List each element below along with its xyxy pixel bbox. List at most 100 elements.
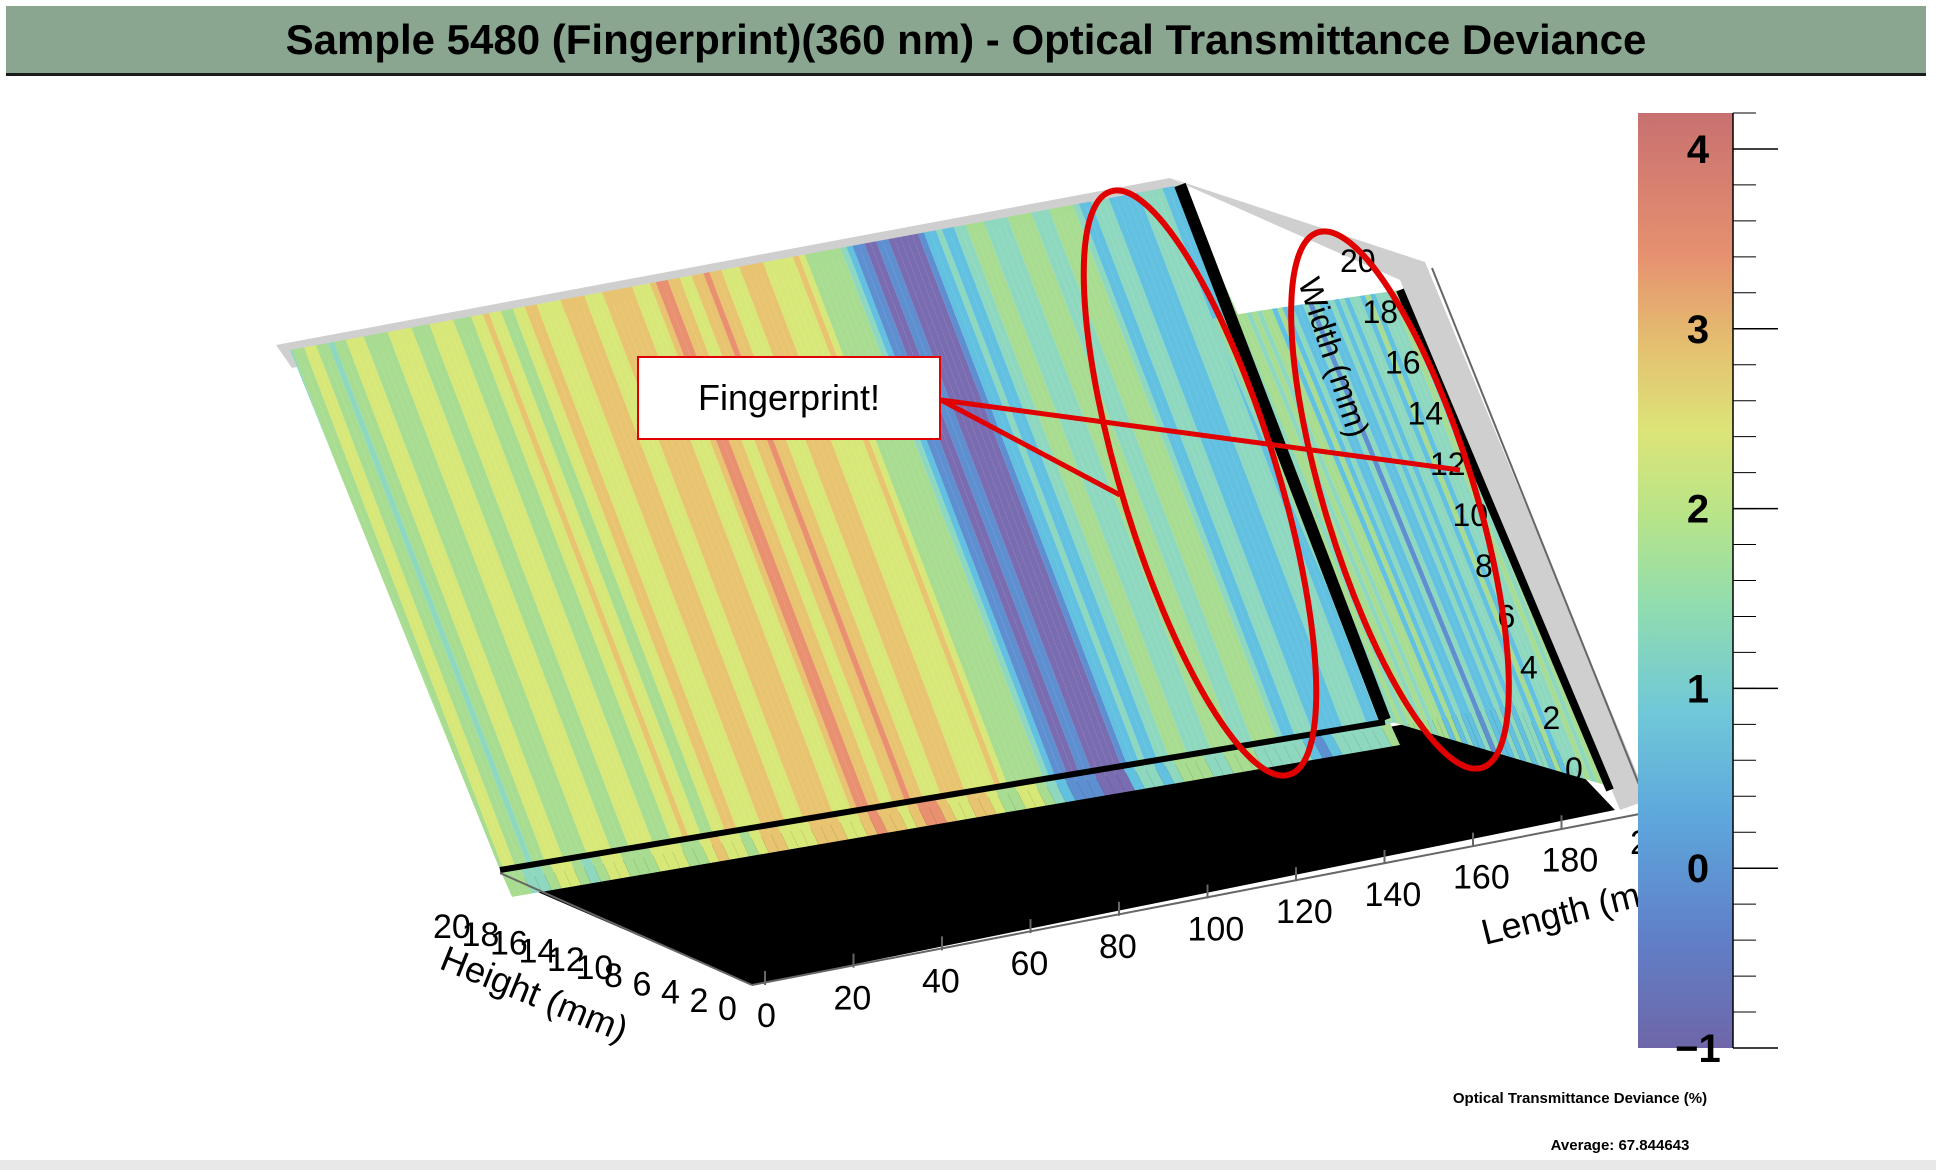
z-tick-label: 14 [1408,395,1444,431]
heatmap-cell [456,293,672,844]
heatmap-cell [717,832,740,860]
heatmap-cell [1271,740,1294,766]
y-tick-label: 4 [661,974,680,1012]
heatmap-cell [559,858,582,887]
y-tick-label: 8 [604,957,623,995]
heatmap-cell [1158,185,1374,727]
heatmap-cell [1281,739,1304,764]
heatmap-cell [1350,727,1373,752]
heatmap-cell [1104,185,1320,736]
heatmap-cell [1134,185,1350,731]
heatmap-cell [300,319,516,870]
colorbar-tick-label: 4 [1687,128,1710,172]
heatmap-cell [964,791,987,818]
heatmap-cell [1073,773,1096,800]
heatmap-cell [697,835,720,864]
heatmap-cell [1182,755,1205,781]
heatmap-cell [1140,185,1356,730]
heatmap-cell [290,321,504,870]
colorbar-tick-label: 1 [1687,667,1709,711]
heatmap-cell [1317,299,1513,765]
heatmap-cell [519,865,542,894]
x-tick-label: 100 [1188,911,1245,949]
heatmap-cell [342,312,558,863]
heatmap-cell [474,290,690,841]
z-tick-label: 8 [1475,548,1493,584]
fingerprint-annotation: Fingerprint! [637,356,941,440]
bottom-strip [0,1160,1936,1170]
heatmap-cell [1128,185,1344,732]
x-tick-label: 80 [1099,928,1137,966]
right-edge [1170,178,1648,810]
heatmap-cell [1310,734,1333,759]
annotation-label: Fingerprint! [697,377,881,418]
fingerprint-ellipse-main [1080,187,1320,779]
plot-floor [510,705,1615,985]
heatmap-cell [1281,306,1472,754]
pointer-line-1 [940,397,1461,473]
heatmap-cell [865,807,888,835]
heatmap-cell [1044,195,1260,746]
heatmap-cell [1343,295,1541,772]
heatmap-cell [1338,296,1536,771]
heatmap-cell [1370,724,1393,749]
heatmap-cell [378,306,594,857]
heatmap-cell [1322,299,1518,766]
heatmap-cell [444,295,660,846]
heatmap-cell [372,307,588,858]
heatmap-cell [678,838,700,867]
colorbar-tick-label: 3 [1687,308,1709,352]
z-tick-label: 4 [1520,649,1538,685]
heatmap-cell [318,316,534,867]
heatmap-cell [1004,785,1027,811]
heatmap-cell [1043,778,1066,805]
heatmap-cell [330,314,546,865]
heatmap-cell [360,309,576,860]
z-axis-line [1431,267,1651,813]
heatmap-cell [757,825,779,854]
heatmap-cell [836,812,859,840]
heatmap-cell [582,272,798,823]
heatmap-cell [806,817,829,845]
heatmap-cell [1068,191,1284,742]
heatmap-cell [767,824,789,852]
heatmap-cell [589,853,611,882]
heatmap-cell [1132,763,1155,789]
heatmap-cell [1297,303,1490,759]
heatmap-cell [1080,189,1296,740]
y-tick-label: 0 [718,990,737,1028]
colorbar [1638,113,1733,1048]
heatmap-cell [935,796,957,823]
heatmap-cell [1142,762,1165,788]
heatmap-cell [546,278,762,829]
heatmap-cell [1261,309,1449,748]
heatmap-cell [608,850,631,879]
x-tick-label: 20 [834,980,872,1018]
heatmap-cell [974,789,997,816]
heatmap-cell [990,204,1206,755]
y-tick-label: 20 [433,908,471,946]
heatmap-cell [1353,293,1553,775]
heatmap-cell [1302,302,1495,760]
heatmap-cell [925,798,948,825]
heatmap-cell [1312,300,1507,763]
heatmap-cell [1122,185,1338,733]
heatmap-cell [618,848,641,877]
heatmap-cell [1320,732,1343,757]
heatmap-cell [1103,768,1126,794]
heatmap-cell [1369,291,1570,780]
heatmap-cell [384,305,600,856]
heatmap-cell [564,275,780,826]
heatmap-cell [529,863,552,892]
heatmap-cell [1340,729,1363,754]
heatmap-cell [1162,758,1185,784]
y-tick-label: 6 [633,965,652,1003]
heatmap-cell [888,221,1104,772]
heatmap-cell [894,220,1110,771]
heatmap-cell [1261,742,1284,767]
heatmap-cell [1053,776,1076,803]
x-tick-label: 0 [757,997,776,1035]
z-tick-label: 16 [1385,345,1421,381]
y-tick-label: 18 [462,916,500,954]
heatmap-cell [1152,760,1175,786]
